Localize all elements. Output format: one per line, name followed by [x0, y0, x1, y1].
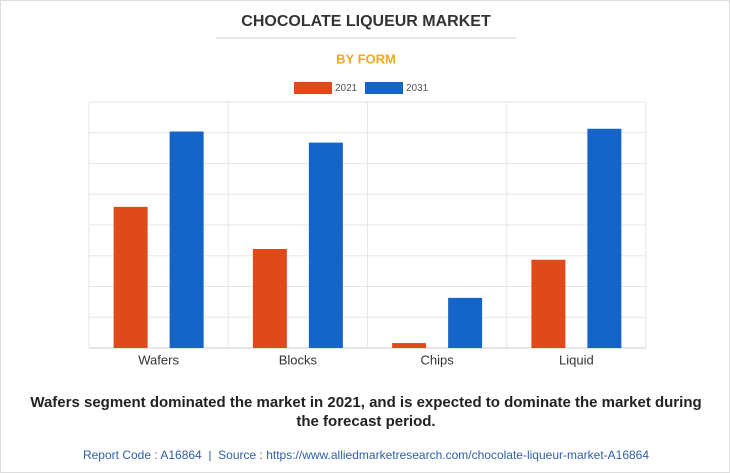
bar	[169, 131, 204, 348]
bar	[448, 297, 483, 348]
caption-box: Wafers segment dominated the market in 2…	[30, 394, 702, 430]
bar	[113, 206, 148, 348]
legend-label: 2021	[335, 83, 358, 94]
bar	[392, 343, 427, 348]
footer: Report Code : A16864 | Source : https://…	[83, 448, 649, 462]
legend-label: 2031	[406, 83, 429, 94]
legend-swatch	[365, 82, 403, 94]
bar	[531, 259, 566, 348]
x-tick-label: Wafers	[138, 352, 179, 367]
x-tick-label: Chips	[421, 352, 455, 367]
bar	[252, 248, 287, 348]
bar	[308, 142, 343, 348]
chart-subtitle: BY FORM	[336, 51, 396, 66]
bar	[587, 128, 622, 348]
x-tick-label: Blocks	[279, 352, 318, 367]
x-tick-label: Liquid	[559, 352, 594, 367]
caption: Wafers segment dominated the market in 2…	[30, 394, 702, 430]
chart-title: CHOCOLATE LIQUEUR MARKET	[241, 13, 491, 30]
legend-swatch	[294, 82, 332, 94]
